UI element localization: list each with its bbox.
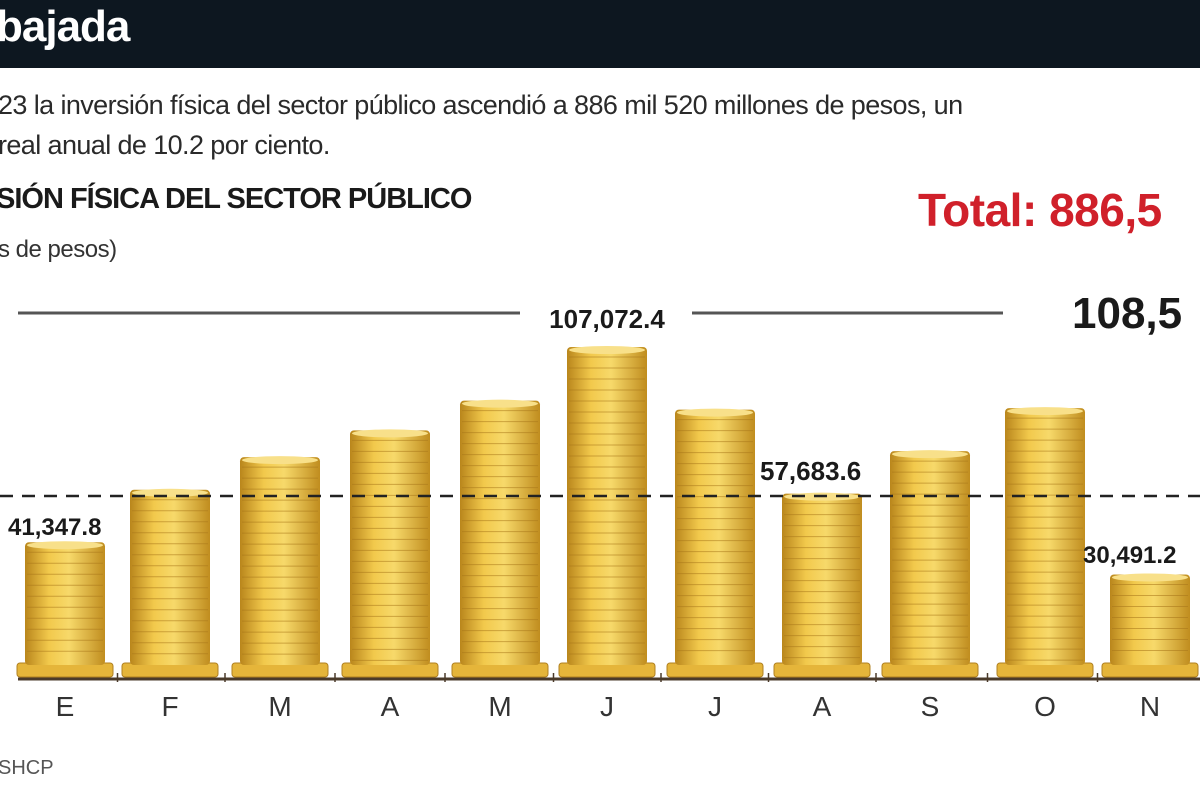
month-label: N xyxy=(1140,691,1160,722)
coin-stack-body xyxy=(1005,408,1085,665)
coin-stack-bar xyxy=(996,407,1094,678)
month-label: E xyxy=(56,691,75,722)
month-label: M xyxy=(488,691,511,722)
coin-stack-body xyxy=(460,400,540,665)
chart-total: Total: 886,5 xyxy=(918,184,1162,236)
coin-top xyxy=(352,429,428,438)
lead-text-line1: 23 la inversión física del sector públic… xyxy=(0,90,963,120)
coin-top xyxy=(27,541,103,550)
chart-title: SIÓN FÍSICA DEL SECTOR PÚBLICO xyxy=(0,183,472,215)
chart-source: SHCP xyxy=(0,757,54,779)
month-label: A xyxy=(813,691,832,722)
coin-top xyxy=(1112,573,1188,582)
coin-stack-base xyxy=(451,662,549,678)
coin-top xyxy=(677,408,753,417)
coin-stack-bar xyxy=(231,456,329,678)
month-label: M xyxy=(268,691,291,722)
coin-stack-bar xyxy=(451,399,549,678)
coin-stack-body xyxy=(25,542,105,665)
coin-top xyxy=(1007,407,1083,416)
coin-stack-body xyxy=(782,493,862,665)
coin-stack-bar xyxy=(1101,573,1199,678)
coin-stack-base xyxy=(1101,662,1199,678)
month-label: S xyxy=(921,691,940,722)
coin-stack-base xyxy=(231,662,329,678)
coin-stack-base xyxy=(666,662,764,678)
coin-stack-bar xyxy=(773,492,871,678)
month-label: J xyxy=(600,691,614,722)
lead-text-line2: real anual de 10.2 por ciento. xyxy=(0,130,330,160)
coin-top xyxy=(892,450,968,459)
data-label: 107,072.4 xyxy=(549,304,665,334)
month-label: F xyxy=(161,691,178,722)
coin-stack-base xyxy=(996,662,1094,678)
coin-stack-body xyxy=(240,457,320,665)
coin-stack-base xyxy=(121,662,219,678)
header-bar: bajada xyxy=(0,0,1200,68)
data-label: 41,347.8 xyxy=(8,514,101,541)
coin-stack-base xyxy=(881,662,979,678)
coin-stack-body xyxy=(350,430,430,665)
coin-top xyxy=(242,456,318,465)
coin-top xyxy=(569,346,645,354)
coin-stack-bar xyxy=(121,488,219,678)
data-label: 108,5 xyxy=(1072,289,1182,338)
coin-stack-body xyxy=(890,451,970,665)
coin-stack-bar xyxy=(16,541,114,678)
coin-stack-bar xyxy=(666,408,764,678)
coin-stack-body xyxy=(675,409,755,665)
coin-stack-base xyxy=(558,662,656,678)
coin-top xyxy=(462,399,538,408)
month-label: J xyxy=(708,691,722,722)
month-label: A xyxy=(381,691,400,722)
data-label: 57,683.6 xyxy=(760,456,861,486)
header-title: bajada xyxy=(0,2,130,51)
coin-stack-base xyxy=(773,662,871,678)
data-label: 30,491.2 xyxy=(1083,542,1176,569)
coin-stack-body xyxy=(567,347,647,665)
coin-stack-base xyxy=(16,662,114,678)
coin-stack-bar xyxy=(881,450,979,678)
coin-stack-base xyxy=(341,662,439,678)
chart-unit: s de pesos) xyxy=(0,236,117,263)
coin-stack-body xyxy=(130,489,210,665)
coin-stack-bar xyxy=(558,346,656,678)
month-label: O xyxy=(1034,691,1056,722)
coin-stack-body xyxy=(1110,574,1190,665)
coin-stack-bar xyxy=(341,429,439,678)
